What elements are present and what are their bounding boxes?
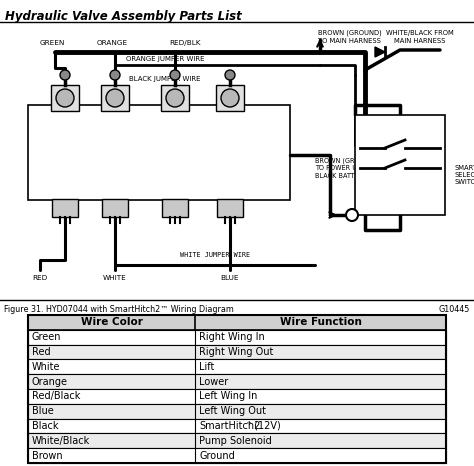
Text: Wire Color: Wire Color xyxy=(81,317,143,328)
Bar xyxy=(28,359,446,374)
Text: ORANGE: ORANGE xyxy=(96,40,128,46)
Text: Orange: Orange xyxy=(32,377,68,387)
Text: White: White xyxy=(32,362,61,372)
Text: GREEN: GREEN xyxy=(39,40,64,46)
Text: Red: Red xyxy=(32,347,51,357)
Text: Right Wing In: Right Wing In xyxy=(199,332,265,342)
Circle shape xyxy=(60,70,70,80)
Text: BROWN (GROUND)
TO POWER UNIT
BLACK BATTERY CABLE: BROWN (GROUND) TO POWER UNIT BLACK BATTE… xyxy=(315,157,390,179)
Text: BROWN (GROUND)
TO MAIN HARNESS: BROWN (GROUND) TO MAIN HARNESS xyxy=(318,30,382,44)
Circle shape xyxy=(56,89,74,107)
Text: Brown: Brown xyxy=(32,451,63,460)
Text: WHITE/BLACK FROM
MAIN HARNESS: WHITE/BLACK FROM MAIN HARNESS xyxy=(386,30,454,44)
Bar xyxy=(52,199,78,217)
Text: Left Wing In: Left Wing In xyxy=(199,391,257,401)
Text: (12V): (12V) xyxy=(251,421,281,431)
Text: RED: RED xyxy=(32,275,47,281)
Circle shape xyxy=(221,89,239,107)
Text: Black: Black xyxy=(32,421,58,431)
Text: ORANGE JUMPER WIRE: ORANGE JUMPER WIRE xyxy=(126,56,204,62)
Bar xyxy=(162,199,188,217)
Text: RED/BLK: RED/BLK xyxy=(169,40,201,46)
Text: White/Black: White/Black xyxy=(32,436,90,446)
Circle shape xyxy=(166,89,184,107)
Text: Red/Black: Red/Black xyxy=(32,391,81,401)
Text: Blue: Blue xyxy=(32,406,54,416)
Bar xyxy=(28,374,446,389)
Bar xyxy=(28,433,446,448)
Bar xyxy=(217,199,243,217)
Text: WHITE: WHITE xyxy=(103,275,127,281)
Circle shape xyxy=(346,209,358,221)
Bar xyxy=(28,344,446,359)
Text: SMARTHITCH2™
SELECTOR
SWITCH: SMARTHITCH2™ SELECTOR SWITCH xyxy=(455,164,474,185)
Text: BLUE: BLUE xyxy=(221,275,239,281)
Bar xyxy=(28,448,446,463)
Bar xyxy=(28,389,446,404)
Text: G10445: G10445 xyxy=(438,305,470,314)
Text: Left Wing Out: Left Wing Out xyxy=(199,406,266,416)
Bar xyxy=(102,199,128,217)
Circle shape xyxy=(106,89,124,107)
Text: Ground: Ground xyxy=(199,451,235,460)
Bar xyxy=(28,404,446,418)
Text: Lower: Lower xyxy=(199,377,228,387)
Circle shape xyxy=(170,70,180,80)
Text: Lift: Lift xyxy=(199,362,215,372)
Text: Hydraulic Valve Assembly Parts List: Hydraulic Valve Assembly Parts List xyxy=(5,10,242,23)
Bar xyxy=(355,115,445,215)
Circle shape xyxy=(225,70,235,80)
Text: WHITE JUMPER WIRE: WHITE JUMPER WIRE xyxy=(180,252,250,258)
Text: Green: Green xyxy=(32,332,62,342)
Text: SmartHitch2: SmartHitch2 xyxy=(199,421,261,431)
Text: BLACK JUMPER WIRE: BLACK JUMPER WIRE xyxy=(129,76,201,82)
Text: ™: ™ xyxy=(246,423,252,427)
Bar xyxy=(216,85,244,111)
Text: Figure 31. HYD07044 with SmartHitch2™ Wiring Diagram: Figure 31. HYD07044 with SmartHitch2™ Wi… xyxy=(4,305,234,314)
Circle shape xyxy=(110,70,120,80)
Polygon shape xyxy=(375,47,385,57)
Bar xyxy=(28,315,446,463)
Bar xyxy=(28,418,446,433)
Bar xyxy=(51,85,79,111)
Bar xyxy=(161,85,189,111)
Bar xyxy=(28,105,290,200)
Text: Pump Solenoid: Pump Solenoid xyxy=(199,436,272,446)
Bar xyxy=(28,330,446,344)
Text: Wire Function: Wire Function xyxy=(280,317,362,328)
Bar xyxy=(101,85,129,111)
Text: Right Wing Out: Right Wing Out xyxy=(199,347,273,357)
Bar xyxy=(28,315,446,330)
